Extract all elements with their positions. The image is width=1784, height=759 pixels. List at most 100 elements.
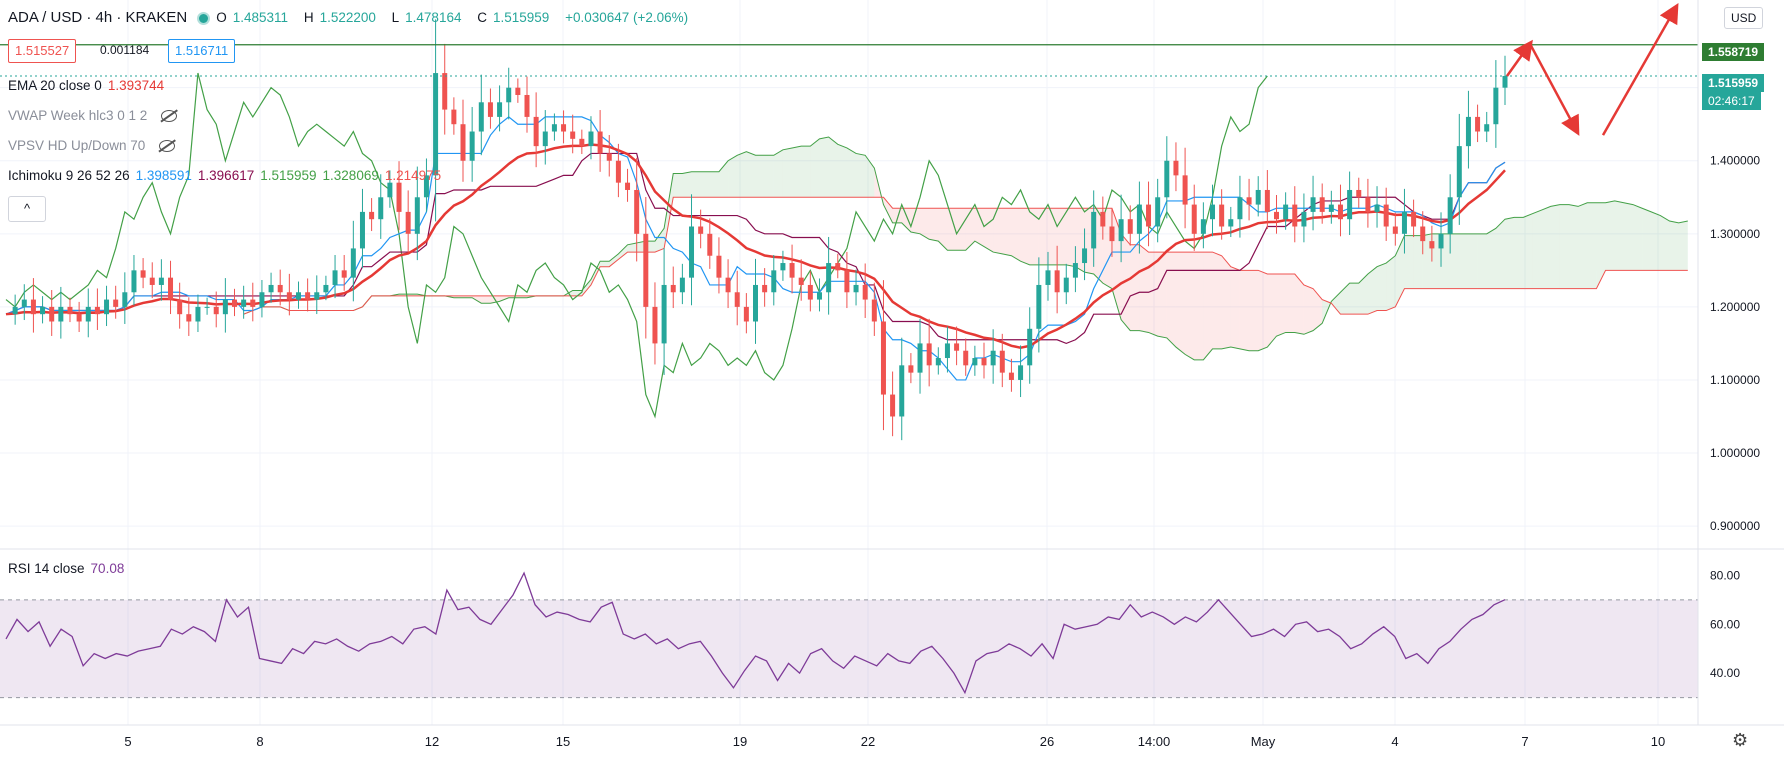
cloud-segment xyxy=(773,149,783,198)
cloud-segment xyxy=(1514,217,1524,289)
cloud-segment xyxy=(1450,233,1460,289)
cloud-segment xyxy=(1505,217,1515,289)
high-value: H 1.522200 xyxy=(303,10,376,25)
candle-body xyxy=(643,233,649,307)
candle-body xyxy=(1420,226,1426,242)
candle-body xyxy=(798,277,804,285)
ichimoku-legend[interactable]: Ichimoku 9 26 52 26 1.398591 1.396617 1.515… xyxy=(8,168,442,183)
candle-body xyxy=(707,233,713,256)
rsi-tick-label: 60.00 xyxy=(1710,617,1740,631)
candle-body xyxy=(85,306,91,322)
rsi-legend[interactable]: RSI 14 close 70.08 xyxy=(8,561,125,576)
candle-body xyxy=(771,270,777,293)
cloud-segment xyxy=(682,171,692,198)
candle-body xyxy=(286,292,292,300)
cloud-segment xyxy=(1541,206,1551,289)
gear-icon[interactable]: ⚙ xyxy=(1732,730,1749,750)
candle-body xyxy=(734,292,740,307)
candle-body xyxy=(1063,277,1069,293)
symbol-legend: ADA / USD · 4h · KRAKEN O 1.485311 H 1.5222… xyxy=(8,10,694,26)
candle-body xyxy=(1264,189,1270,212)
candle-body xyxy=(1008,372,1014,380)
cloud-segment xyxy=(590,261,601,285)
cloud-segment xyxy=(673,173,683,198)
candle-body xyxy=(1246,197,1252,205)
bar-countdown: 02:46:17 xyxy=(1702,92,1761,110)
time-tick-label: May xyxy=(1251,734,1276,749)
candle-body xyxy=(816,292,822,300)
candle-body xyxy=(1228,219,1234,227)
candle-body xyxy=(396,182,402,212)
candle-body xyxy=(963,350,969,366)
candle-body xyxy=(250,299,256,307)
cloud-segment xyxy=(1303,284,1314,335)
candle-body xyxy=(1109,226,1115,242)
cloud-segment xyxy=(1632,204,1643,271)
cloud-segment xyxy=(1221,255,1231,349)
candle-body xyxy=(49,306,55,322)
cloud-segment xyxy=(1258,270,1268,351)
candle-body xyxy=(76,314,82,322)
candle-body xyxy=(780,263,786,271)
candle-body xyxy=(433,73,439,176)
change-value: +0.030647 (+2.06%) xyxy=(565,10,689,25)
price-tick-label: 1.100000 xyxy=(1710,373,1760,387)
cloud-segment xyxy=(1386,255,1396,311)
candle-body xyxy=(954,343,960,351)
candle-body xyxy=(762,284,768,293)
ema-legend[interactable]: EMA 20 close 0 1.393744 xyxy=(8,78,165,93)
vwap-legend[interactable]: VWAP Week hlc3 0 1 2 xyxy=(8,108,183,124)
vpsv-legend[interactable]: VPSV HD Up/Down 70 xyxy=(8,138,181,154)
candle-body xyxy=(1319,197,1325,212)
low-value: L 1.478164 xyxy=(391,10,462,25)
currency-button[interactable]: USD xyxy=(1724,7,1764,29)
buy-price-button[interactable]: 1.516711 xyxy=(168,39,236,63)
candle-body xyxy=(94,306,100,315)
candle-body xyxy=(935,358,941,366)
candle-body xyxy=(1493,87,1499,125)
symbol-title[interactable]: ADA / USD · 4h · KRAKEN xyxy=(8,9,188,26)
candle-body xyxy=(122,292,128,307)
rsi-band xyxy=(0,599,1698,698)
candle-body xyxy=(40,306,46,315)
candle-body xyxy=(1054,270,1060,293)
candle-body xyxy=(204,306,210,308)
cloud-segment xyxy=(1294,274,1304,335)
candle-body xyxy=(177,299,183,315)
candle-body xyxy=(862,284,868,300)
cloud-segment xyxy=(828,137,838,198)
candle-body xyxy=(926,343,932,366)
cloud-segment xyxy=(1267,274,1277,348)
sell-price-button[interactable]: 1.515527 xyxy=(8,39,77,63)
collapse-legend-button[interactable]: ^ xyxy=(8,196,46,222)
cloud-segment xyxy=(654,228,665,253)
candle-body xyxy=(1118,219,1124,242)
cloud-segment xyxy=(718,160,729,198)
candle-body xyxy=(625,182,631,190)
candle-body xyxy=(1018,365,1024,380)
hidden-eye-icon[interactable] xyxy=(159,140,176,153)
candle-body xyxy=(332,270,338,285)
cloud-segment xyxy=(993,208,1003,254)
time-tick-label: 5 xyxy=(124,734,131,749)
candle-body xyxy=(634,189,640,234)
candle-body xyxy=(1456,146,1462,198)
candle-body xyxy=(195,306,201,322)
cloud-segment xyxy=(1605,200,1615,271)
time-tick-label: 14:00 xyxy=(1138,734,1171,749)
cloud-segment xyxy=(1486,228,1496,289)
candle-body xyxy=(606,153,612,161)
candle-body xyxy=(1072,263,1078,278)
candle-body xyxy=(1337,204,1343,220)
kijun-line xyxy=(5,152,1506,345)
candle-body xyxy=(442,73,448,110)
candle-body xyxy=(1484,124,1490,132)
candle-body xyxy=(1301,211,1307,227)
hidden-eye-icon[interactable] xyxy=(161,110,178,123)
candle-body xyxy=(533,116,539,147)
cloud-segment xyxy=(929,208,939,242)
cloud-segment xyxy=(1285,274,1295,333)
cloud-segment xyxy=(1331,292,1341,315)
candle-body xyxy=(277,284,283,293)
